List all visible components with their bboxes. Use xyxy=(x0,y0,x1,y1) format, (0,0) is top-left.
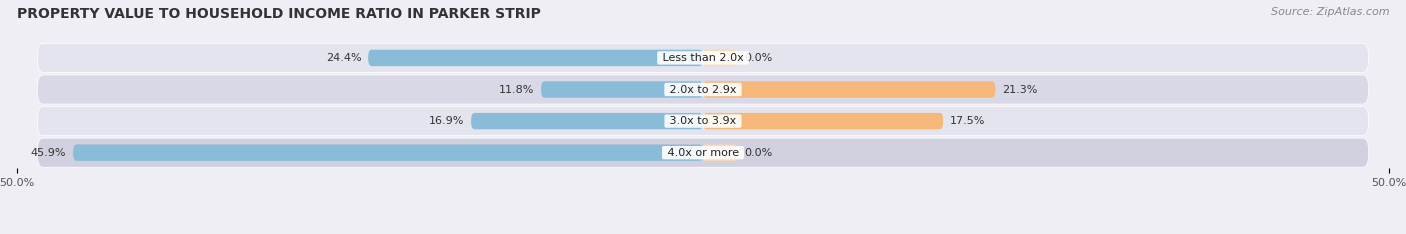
Text: 0.0%: 0.0% xyxy=(744,53,772,63)
Text: 2.0x to 2.9x: 2.0x to 2.9x xyxy=(666,84,740,95)
FancyBboxPatch shape xyxy=(368,50,703,66)
Text: 24.4%: 24.4% xyxy=(326,53,361,63)
FancyBboxPatch shape xyxy=(703,113,943,129)
FancyBboxPatch shape xyxy=(703,81,995,98)
FancyBboxPatch shape xyxy=(541,81,703,98)
FancyBboxPatch shape xyxy=(38,43,1368,73)
Text: 16.9%: 16.9% xyxy=(429,116,464,126)
Text: 45.9%: 45.9% xyxy=(31,148,66,158)
Text: Less than 2.0x: Less than 2.0x xyxy=(659,53,747,63)
Text: 17.5%: 17.5% xyxy=(950,116,986,126)
FancyBboxPatch shape xyxy=(703,144,737,161)
FancyBboxPatch shape xyxy=(471,113,703,129)
Text: 21.3%: 21.3% xyxy=(1002,84,1038,95)
FancyBboxPatch shape xyxy=(38,75,1368,104)
FancyBboxPatch shape xyxy=(703,50,737,66)
Text: 3.0x to 3.9x: 3.0x to 3.9x xyxy=(666,116,740,126)
Text: PROPERTY VALUE TO HOUSEHOLD INCOME RATIO IN PARKER STRIP: PROPERTY VALUE TO HOUSEHOLD INCOME RATIO… xyxy=(17,7,541,21)
Text: Source: ZipAtlas.com: Source: ZipAtlas.com xyxy=(1271,7,1389,17)
Text: 4.0x or more: 4.0x or more xyxy=(664,148,742,158)
FancyBboxPatch shape xyxy=(73,144,703,161)
FancyBboxPatch shape xyxy=(38,138,1368,167)
Text: 11.8%: 11.8% xyxy=(499,84,534,95)
Text: 0.0%: 0.0% xyxy=(744,148,772,158)
FancyBboxPatch shape xyxy=(38,106,1368,136)
